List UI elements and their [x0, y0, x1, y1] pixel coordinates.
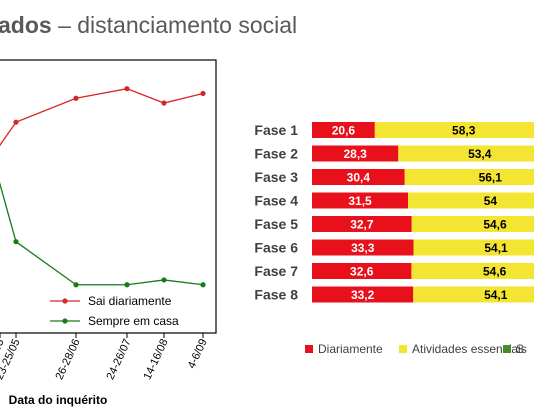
- bar-segment: [411, 263, 534, 279]
- bar-segment: [312, 169, 405, 185]
- bar-value-label: 56,1: [479, 171, 503, 185]
- category-label: Fase 1: [254, 122, 298, 138]
- bar-value-label: 33,3: [351, 241, 375, 255]
- line-chart-frame: [0, 59, 217, 334]
- legend-label: Sempre em casa: [88, 314, 179, 328]
- line-chart-series: [0, 86, 206, 288]
- bar-segment: [312, 192, 409, 209]
- line-chart-legend: Sai diariamente Sempre em casa: [50, 294, 179, 328]
- bar-chart-categories: Fase 1 Fase 2 Fase 3 Fase 4 Fase 5 Fase 6 Fase…: [254, 122, 298, 303]
- bar-segment: [413, 286, 534, 303]
- data-point: [124, 86, 130, 92]
- legend-swatch: [399, 345, 407, 353]
- series-line-sai-diariamente: [0, 88, 204, 147]
- bar-value-label: 32,7: [350, 218, 374, 232]
- data-point: [161, 277, 167, 283]
- category-label: Fase 8: [254, 287, 298, 303]
- legend-label: Atividades essenciais: [412, 342, 527, 356]
- bar-value-label: 58,3: [452, 124, 476, 138]
- bar-segment: [413, 239, 534, 256]
- legend-swatch: [305, 345, 313, 353]
- bar-segment: [312, 122, 375, 138]
- bar-value-label: 31,5: [348, 194, 372, 208]
- page-title-rest: – distanciamento social: [51, 12, 298, 38]
- bar-segment: [408, 192, 534, 209]
- data-point: [200, 90, 206, 97]
- bar-value-label: 33,2: [351, 288, 375, 302]
- data-point: [200, 282, 206, 288]
- bar-value-label: 28,3: [343, 147, 367, 161]
- bar-segment: [312, 145, 399, 162]
- data-point: [13, 119, 19, 125]
- bar-segment: [312, 263, 412, 279]
- bar-segment: [374, 122, 534, 138]
- page-title: ados – distanciamento social: [0, 12, 297, 39]
- category-label: Fase 5: [254, 216, 298, 232]
- bar-chart-bars: 20,6 58,3 28,3 53,4 30,4 56,1 31,5 54 32,7 54,6 33…: [312, 122, 534, 303]
- data-point: [73, 282, 79, 288]
- category-label: Fase 3: [254, 169, 298, 185]
- bar-segment: [398, 145, 534, 162]
- bar-value-label: 54,6: [483, 265, 507, 279]
- bar-segment: [312, 286, 414, 303]
- category-label: Fase 4: [254, 193, 298, 209]
- series-line-sempre-em-casa: [0, 181, 204, 286]
- bar-value-label: 30,4: [347, 171, 371, 185]
- page-title-bold: ados: [0, 12, 52, 38]
- legend-marker: [62, 298, 68, 304]
- bar-value-label: 54: [484, 194, 498, 208]
- bar-value-label: 53,4: [468, 147, 492, 161]
- bar-value-label: 54,6: [483, 218, 507, 232]
- legend-label: S: [516, 342, 524, 356]
- data-point: [161, 100, 167, 106]
- bar-segment: [404, 169, 534, 185]
- category-label: Fase 7: [254, 263, 298, 279]
- legend-label: Sai diariamente: [88, 294, 172, 308]
- bar-segment: [312, 239, 414, 256]
- bar-segment: [312, 216, 412, 232]
- plot-border: [0, 59, 217, 334]
- x-tick-label: 05: [0, 337, 7, 353]
- bar-value-label: 54,1: [484, 288, 508, 302]
- category-label: Fase 2: [254, 146, 298, 162]
- legend-marker: [62, 318, 68, 324]
- data-point: [73, 95, 79, 101]
- bar-value-label: 20,6: [332, 124, 356, 138]
- data-point: [124, 282, 130, 288]
- legend-label: Diariamente: [318, 342, 383, 356]
- bar-value-label: 54,1: [484, 241, 508, 255]
- data-point: [13, 239, 19, 245]
- bar-segment: [411, 216, 534, 232]
- legend-swatch: [503, 345, 511, 353]
- bar-value-label: 32,6: [350, 265, 374, 279]
- category-label: Fase 6: [254, 240, 298, 256]
- line-chart-x-axis-label: Data do inquérito: [9, 393, 108, 407]
